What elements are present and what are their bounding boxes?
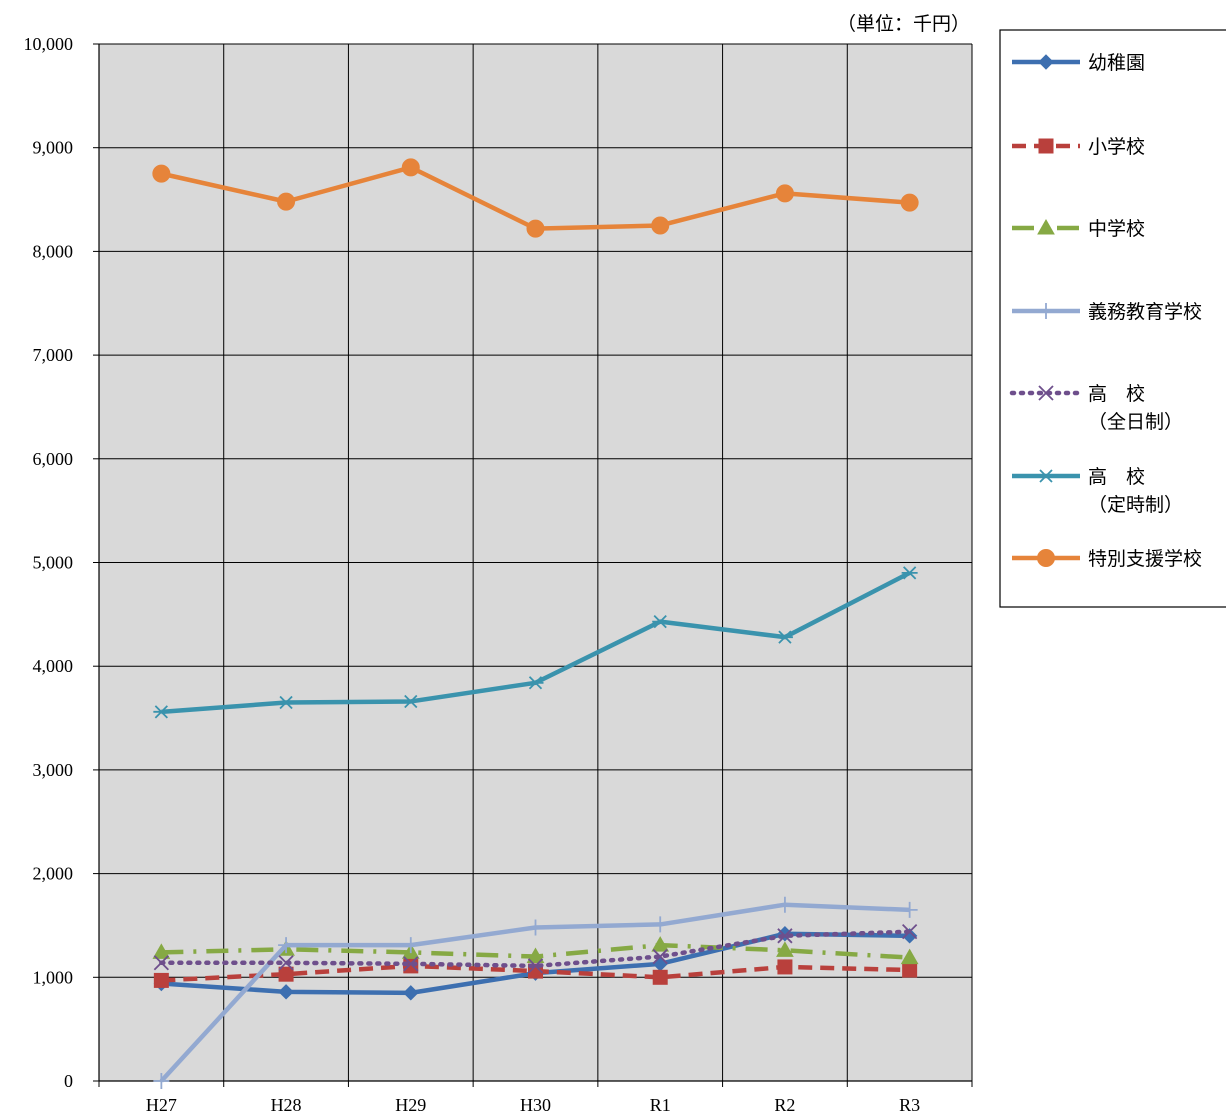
y-tick-label: 7,000 bbox=[33, 345, 74, 365]
x-tick-label: R2 bbox=[774, 1095, 795, 1115]
x-tick-label: H27 bbox=[146, 1095, 177, 1115]
data-point bbox=[652, 614, 669, 629]
series-4 bbox=[153, 924, 918, 974]
data-point bbox=[900, 193, 919, 212]
data-point bbox=[278, 695, 295, 710]
data-point bbox=[152, 943, 171, 959]
data-point bbox=[278, 937, 295, 954]
legend-item: 特別支援学校 bbox=[1012, 548, 1202, 570]
data-point bbox=[152, 164, 171, 183]
legend-marker bbox=[1038, 138, 1054, 154]
data-point bbox=[527, 676, 544, 690]
data-point bbox=[403, 985, 419, 1001]
data-point bbox=[901, 566, 918, 580]
data-point bbox=[776, 630, 793, 644]
legend-item: 義務教育学校 bbox=[1012, 301, 1202, 323]
data-point bbox=[527, 919, 544, 936]
data-point bbox=[153, 972, 169, 988]
data-point bbox=[651, 216, 670, 235]
gridlines bbox=[99, 43, 973, 1081]
x-tick-label: H29 bbox=[395, 1095, 426, 1115]
legend-label: 高 校 bbox=[1088, 383, 1145, 405]
x-tick-label: R3 bbox=[899, 1095, 920, 1115]
legend-marker bbox=[1037, 218, 1055, 235]
data-point bbox=[278, 984, 294, 1000]
legend-marker bbox=[1037, 549, 1055, 567]
axes: 0 1,000 2,000 3,000 4,000 5,000 6,000 7,000 8,00… bbox=[24, 34, 973, 1115]
y-tick-label: 9,000 bbox=[33, 138, 74, 158]
y-tick-label: 4,000 bbox=[33, 656, 74, 676]
series-1 bbox=[153, 958, 918, 988]
data-point bbox=[153, 955, 169, 971]
legend-label: 幼稚園 bbox=[1088, 52, 1145, 74]
series-6 bbox=[152, 158, 919, 238]
legend-marker bbox=[1038, 469, 1054, 483]
data-point bbox=[277, 192, 296, 211]
legend-label: 高 校 bbox=[1088, 466, 1145, 488]
unit-label: （単位：千円） bbox=[837, 13, 970, 35]
legend-marker bbox=[1038, 54, 1054, 70]
data-point bbox=[652, 948, 668, 965]
data-point bbox=[902, 924, 918, 940]
y-tick-label: 5,000 bbox=[33, 553, 74, 573]
data-point bbox=[402, 694, 419, 709]
legend-marker bbox=[1038, 385, 1054, 401]
legend-box bbox=[999, 29, 1226, 608]
y-tick-label: 3,000 bbox=[33, 760, 74, 780]
data-point bbox=[652, 969, 668, 985]
data-point bbox=[527, 958, 544, 974]
data-point bbox=[775, 184, 794, 203]
data-point bbox=[776, 896, 793, 913]
data-point bbox=[902, 962, 918, 978]
legend-label: 小学校 bbox=[1088, 136, 1145, 158]
legend-label: 特別支援学校 bbox=[1088, 548, 1202, 570]
x-tick-label: R1 bbox=[650, 1095, 671, 1115]
legend-item: 高 校 （定時制） bbox=[1012, 466, 1183, 516]
y-tick-label: 6,000 bbox=[33, 449, 74, 469]
data-point bbox=[403, 956, 419, 972]
legend-item: 高 校 （全日制） bbox=[1009, 383, 1183, 433]
legend-label: （全日制） bbox=[1088, 411, 1183, 433]
y-tick-label: 1,000 bbox=[33, 967, 74, 987]
series-5 bbox=[153, 566, 918, 719]
data-point bbox=[652, 916, 669, 933]
x-tick-label: H28 bbox=[271, 1095, 302, 1115]
data-point bbox=[401, 158, 420, 177]
y-tick-label: 8,000 bbox=[33, 241, 74, 261]
data-point bbox=[901, 901, 918, 918]
legend-item: 中学校 bbox=[1012, 218, 1145, 240]
legend-marker bbox=[1038, 303, 1054, 319]
data-point bbox=[526, 947, 545, 964]
x-tick-label: H30 bbox=[520, 1095, 551, 1115]
data-point bbox=[777, 928, 793, 944]
y-tick-label: 10,000 bbox=[24, 34, 74, 54]
series-3 bbox=[153, 896, 918, 1089]
legend-label: 義務教育学校 bbox=[1088, 301, 1202, 323]
legend-label: 中学校 bbox=[1088, 218, 1145, 240]
data-point bbox=[153, 705, 170, 719]
legend-label: （定時制） bbox=[1088, 494, 1183, 516]
data-point bbox=[278, 966, 294, 982]
data-point bbox=[777, 959, 793, 975]
legend-item: 小学校 bbox=[1012, 136, 1145, 158]
y-tick-label: 2,000 bbox=[33, 864, 74, 884]
legend-item: 幼稚園 bbox=[1012, 52, 1145, 74]
series-layer bbox=[152, 158, 919, 1089]
data-point bbox=[900, 948, 919, 965]
y-tick-label: 0 bbox=[64, 1071, 73, 1091]
data-point bbox=[526, 219, 545, 238]
data-point bbox=[278, 955, 294, 971]
data-point bbox=[776, 941, 794, 957]
data-point bbox=[153, 1073, 170, 1089]
data-point bbox=[651, 936, 670, 952]
data-point bbox=[402, 937, 419, 954]
